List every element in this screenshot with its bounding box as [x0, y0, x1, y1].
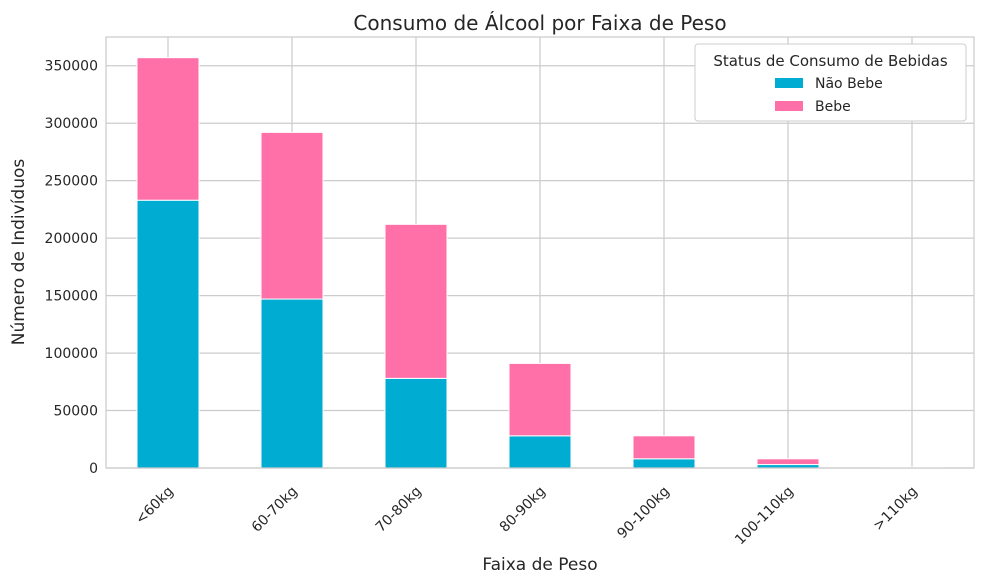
bar-nao-bebe: [136, 199, 200, 469]
bar-nao-bebe: [632, 458, 696, 469]
bars: [136, 57, 944, 469]
chart-title: Consumo de Álcool por Faixa de Peso: [353, 11, 726, 35]
bar-bebe: [508, 362, 572, 437]
legend-label-bebe: Bebe: [815, 99, 851, 115]
bar-bebe: [756, 458, 820, 466]
bar-bebe: [136, 57, 200, 201]
x-axis-label: Faixa de Peso: [482, 555, 597, 575]
legend-box: [694, 43, 967, 122]
legend-title: Status de Consumo de Bebidas: [713, 52, 948, 70]
y-tick-label: 50000: [53, 404, 98, 420]
y-axis-ticks: 0 50000 100000 150000 200000 250000 300000 3500…: [45, 59, 98, 477]
legend-swatch-nao-bebe: [775, 78, 803, 88]
y-axis-label: Número de Indivíduos: [9, 159, 29, 346]
plot-frame: [105, 36, 975, 469]
bar-bebe: [260, 131, 324, 300]
y-tick-label: 100000: [45, 346, 98, 362]
bar-nao-bebe: [384, 377, 448, 469]
y-tick-label: 150000: [45, 289, 98, 305]
y-tick-label: 0: [89, 461, 98, 477]
bar-bebe: [384, 223, 448, 379]
bar-nao-bebe: [260, 298, 324, 469]
y-tick-label: 350000: [45, 59, 98, 75]
legend-swatch-bebe: [775, 101, 803, 111]
bar-bebe: [632, 435, 696, 460]
legend: Status de Consumo de Bebidas Não Bebe Be…: [694, 43, 967, 122]
bar-nao-bebe: [508, 435, 572, 469]
legend-label-nao-bebe: Não Bebe: [815, 76, 883, 92]
y-tick-label: 250000: [45, 174, 98, 190]
y-tick-label: 300000: [45, 116, 98, 132]
y-tick-label: 200000: [45, 231, 98, 247]
